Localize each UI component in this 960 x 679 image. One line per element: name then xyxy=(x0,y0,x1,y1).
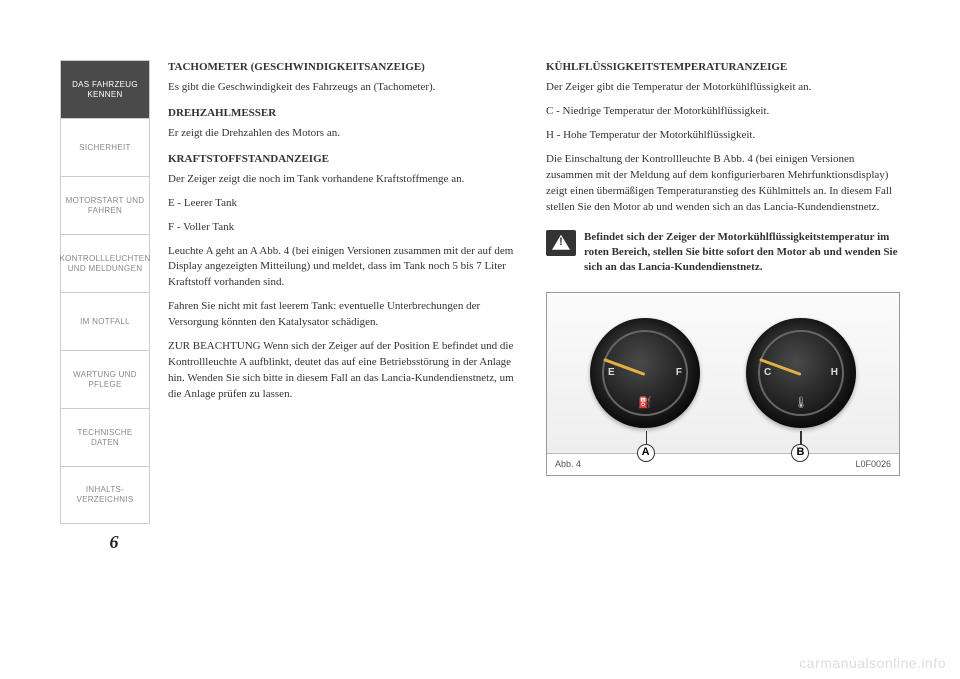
sidebar-item-label: DAS FAHRZEUG KENNEN xyxy=(65,80,145,99)
warning-triangle-icon xyxy=(546,230,576,256)
gauge-letter-c: C xyxy=(764,366,771,381)
para-temp-h: H - Hohe Temperatur der Motorkühlflüssig… xyxy=(546,128,900,144)
para-fuel-empty: Fahren Sie nicht mit fast leerem Tank: e… xyxy=(168,299,522,331)
heading-fuel: KRAFTSTOFFSTANDANZEIGE xyxy=(168,152,522,168)
sidebar-item-fahrzeug[interactable]: DAS FAHRZEUG KENNEN xyxy=(60,60,150,118)
sidebar-item-kontrollleuchten[interactable]: KONTROLLLEUCHTEN UND MELDUNGEN xyxy=(60,234,150,292)
thermometer-icon: 🌡 xyxy=(794,396,808,412)
sidebar-column: DAS FAHRZEUG KENNEN SICHERHEIT MOTORSTAR… xyxy=(60,60,168,639)
sidebar-item-wartung[interactable]: WARTUNG UND PFLEGE xyxy=(60,350,150,408)
heading-tachometer: TACHOMETER (GESCHWINDIGKEITSANZEIGE) xyxy=(168,60,522,76)
para-fuel-intro: Der Zeiger zeigt die noch im Tank vorhan… xyxy=(168,172,522,188)
gauge-letter-e: E xyxy=(608,366,615,381)
figure-image: E F ⛽ C H 🌡 A B xyxy=(547,293,899,453)
para-temp-warn: Die Einschaltung der Kontrollleuchte B A… xyxy=(546,152,900,216)
page-number: 6 xyxy=(60,532,168,553)
watermark: carmanualsonline.info xyxy=(799,655,946,671)
sidebar-item-label: IM NOTFALL xyxy=(80,317,130,327)
para-temp-c: C - Niedrige Temperatur der Motorkühlflü… xyxy=(546,104,900,120)
figure-caption-right: L0F0026 xyxy=(855,458,891,471)
para-fuel-warn: Leuchte A geht an A Abb. 4 (bei einigen … xyxy=(168,244,522,292)
fuel-pump-icon: ⛽ xyxy=(638,396,652,412)
column-right: KÜHLFLÜSSIGKEITSTEMPERATURANZEIGE Der Ze… xyxy=(546,60,900,639)
figure-caption: Abb. 4 L0F0026 xyxy=(547,453,899,475)
sidebar-item-inhalt[interactable]: INHALTS-VERZEICHNIS xyxy=(60,466,150,524)
para-fuel-e: E - Leerer Tank xyxy=(168,196,522,212)
figure-caption-left: Abb. 4 xyxy=(555,458,581,471)
heading-drehzahl: DREHZAHLMESSER xyxy=(168,106,522,122)
page: DAS FAHRZEUG KENNEN SICHERHEIT MOTORSTAR… xyxy=(0,0,960,679)
para-fuel-f: F - Voller Tank xyxy=(168,220,522,236)
gauge-letter-h: H xyxy=(831,366,838,381)
warning-box: Befindet sich der Zeiger der Motorkühlfl… xyxy=(546,230,900,276)
sidebar-item-notfall[interactable]: IM NOTFALL xyxy=(60,292,150,350)
sidebar-item-label: SICHERHEIT xyxy=(79,143,130,153)
gauge-letter-f: F xyxy=(676,366,682,381)
sidebar-item-motorstart[interactable]: MOTORSTART UND FAHREN xyxy=(60,176,150,234)
para-drehzahl: Er zeigt die Drehzahlen des Motors an. xyxy=(168,126,522,142)
column-left: TACHOMETER (GESCHWINDIGKEITSANZEIGE) Es … xyxy=(168,60,522,639)
para-fuel-note: ZUR BEACHTUNG Wenn sich der Zeiger auf d… xyxy=(168,339,522,403)
temp-gauge: C H 🌡 xyxy=(746,318,856,428)
sidebar-item-technische[interactable]: TECHNISCHE DATEN xyxy=(60,408,150,466)
callout-a: A xyxy=(637,444,655,462)
para-tachometer: Es gibt die Geschwindigkeit des Fahrzeug… xyxy=(168,80,522,96)
sidebar-item-sicherheit[interactable]: SICHERHEIT xyxy=(60,118,150,176)
fuel-gauge: E F ⛽ xyxy=(590,318,700,428)
sidebar-item-label: TECHNISCHE DATEN xyxy=(65,428,145,447)
callout-b: B xyxy=(791,444,809,462)
sidebar-item-label: INHALTS-VERZEICHNIS xyxy=(65,485,145,504)
figure-gauges: E F ⛽ C H 🌡 A B xyxy=(546,292,900,476)
sidebar-item-label: MOTORSTART UND FAHREN xyxy=(65,196,145,215)
content-area: TACHOMETER (GESCHWINDIGKEITSANZEIGE) Es … xyxy=(168,60,900,639)
sidebar-item-label: WARTUNG UND PFLEGE xyxy=(65,370,145,389)
warning-text: Befindet sich der Zeiger der Motorkühlfl… xyxy=(584,230,900,276)
sidebar-nav: DAS FAHRZEUG KENNEN SICHERHEIT MOTORSTAR… xyxy=(60,60,150,524)
sidebar-item-label: KONTROLLLEUCHTEN UND MELDUNGEN xyxy=(59,254,150,273)
heading-temp: KÜHLFLÜSSIGKEITSTEMPERATURANZEIGE xyxy=(546,60,900,76)
para-temp-intro: Der Zeiger gibt die Temperatur der Motor… xyxy=(546,80,900,96)
